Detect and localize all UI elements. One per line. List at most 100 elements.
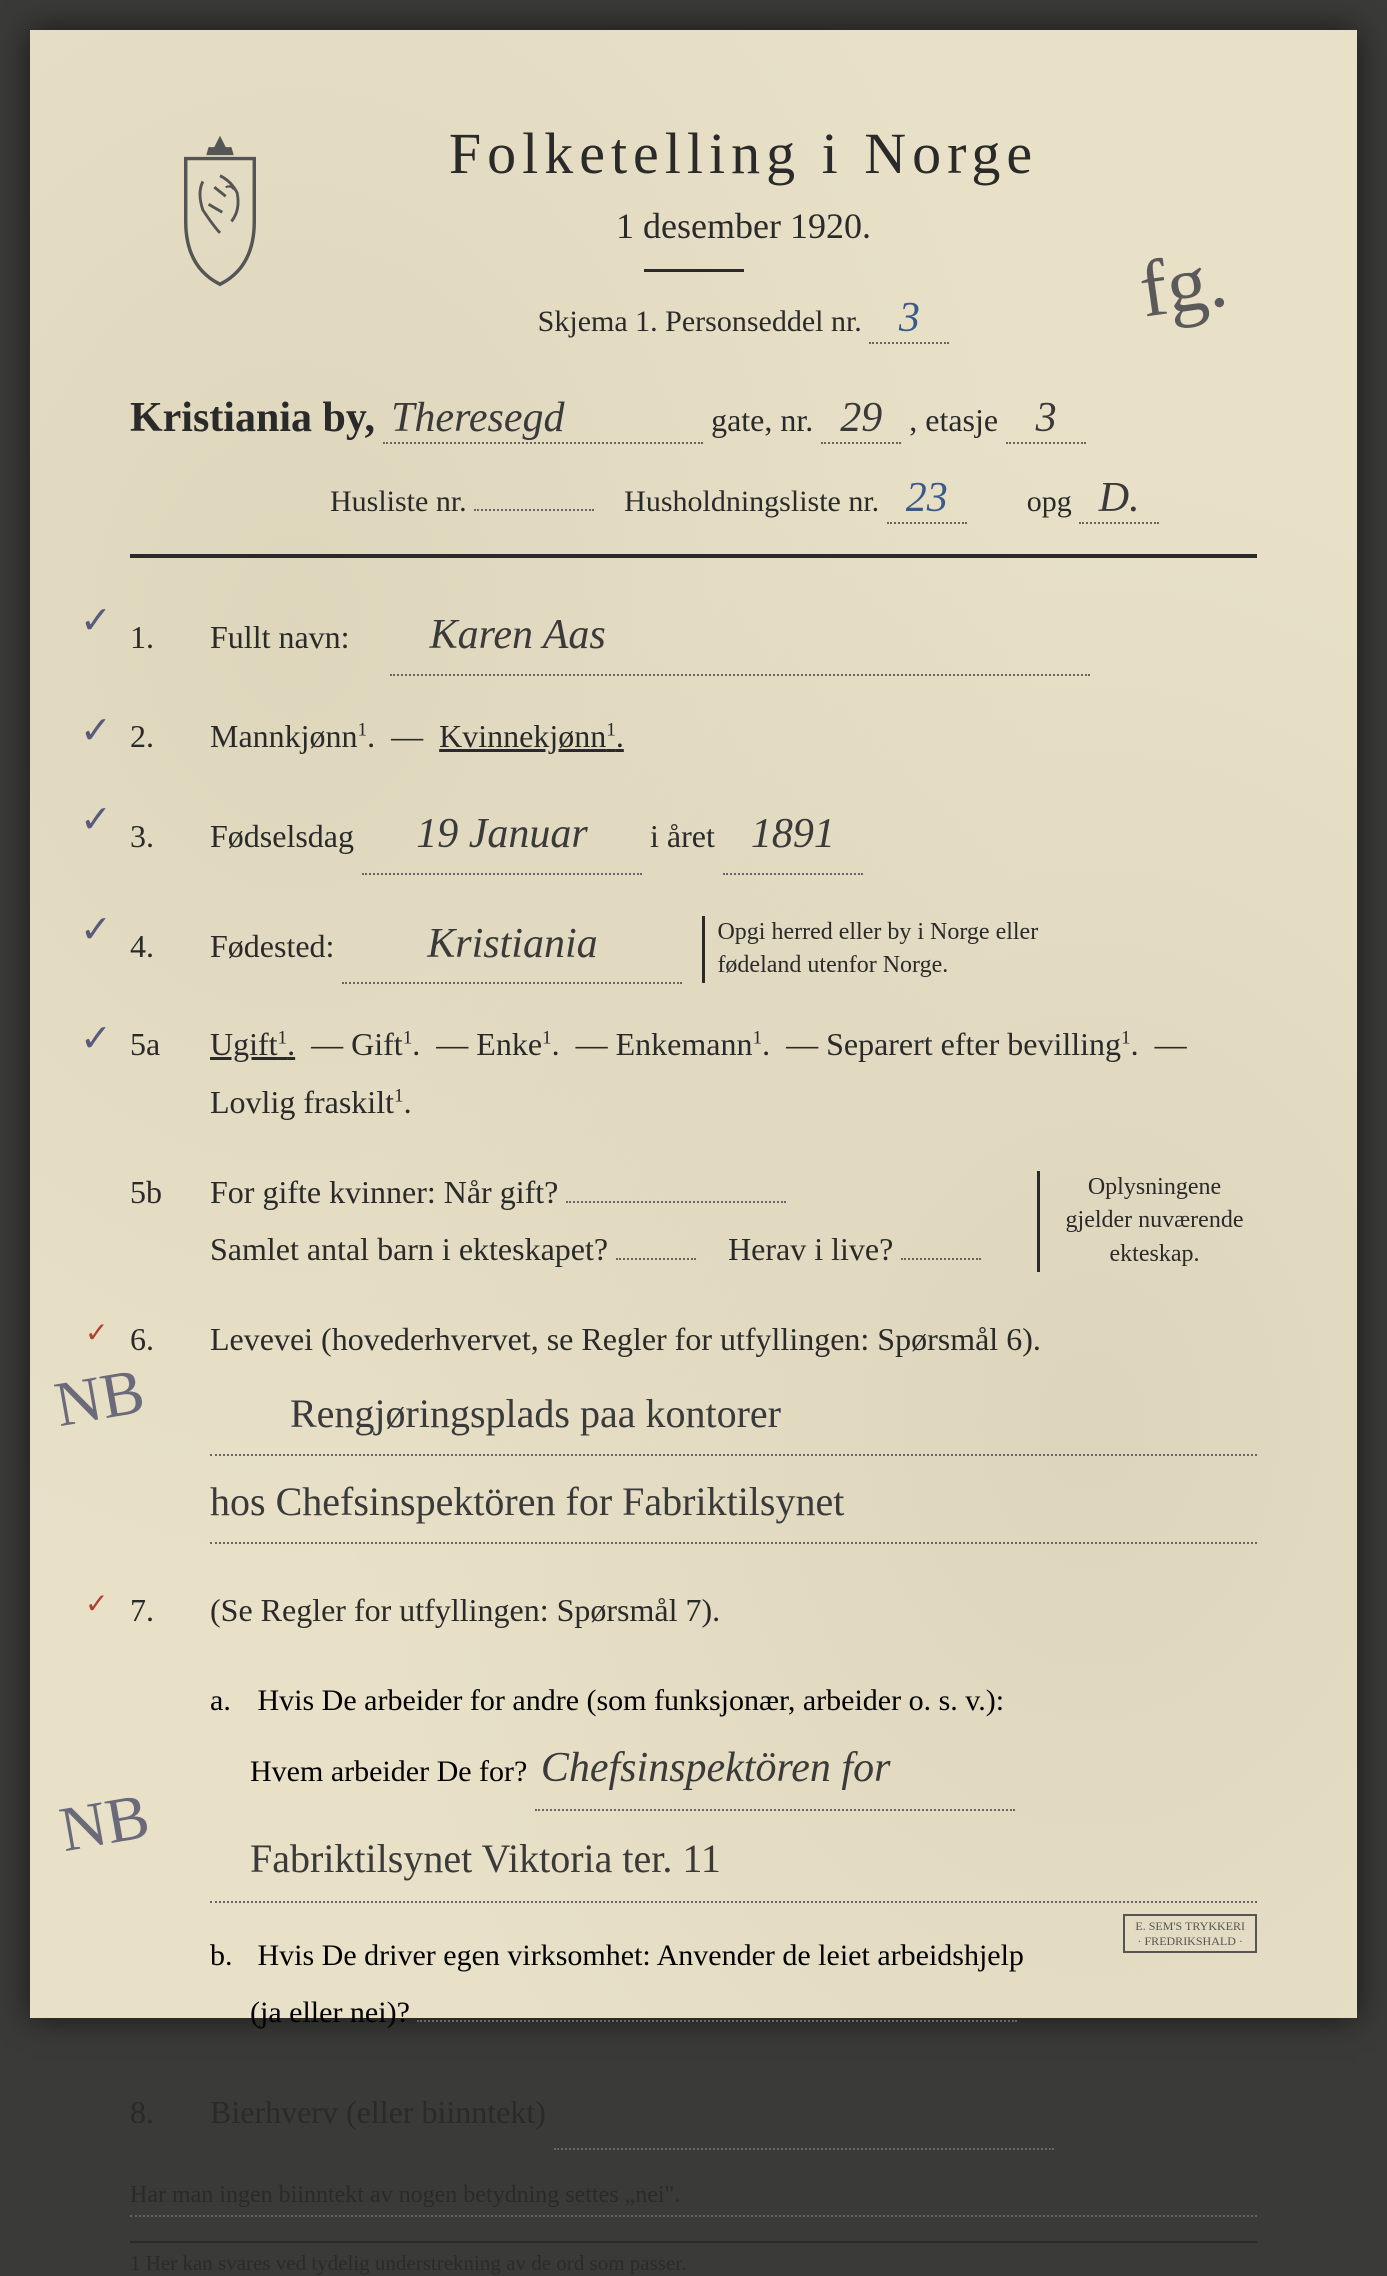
check-mark: ✓ <box>80 1016 112 1061</box>
q5b-gift-year <box>566 1201 786 1203</box>
q8-num: 8. <box>130 2094 210 2131</box>
husholdning-label: Husholdningsliste nr. <box>624 485 879 518</box>
q7-num: 7. <box>130 1592 210 1629</box>
city-label: Kristiania by, <box>130 394 375 442</box>
q7b-label: Hvis De driver egen virksomhet: Anvender… <box>258 1939 1024 1972</box>
etasje-label: , etasje <box>909 402 998 438</box>
nb-mark: NB <box>49 1354 149 1442</box>
q6-body: Levevei (hovederhvervet, se Regler for u… <box>210 1311 1257 1551</box>
question-3: ✓ 3. Fødselsdag 19 Januar i året 1891 <box>130 797 1257 875</box>
q8-label: Bierhverv (eller biinntekt) <box>210 2094 546 2130</box>
q7a-label: Hvis De arbeider for andre (som funksjon… <box>258 1684 1005 1717</box>
stamp-line2: · FREDRIKSHALD · <box>1138 1934 1243 1948</box>
q5b-barn <box>616 1258 696 1260</box>
q2-body: Mannkjønn1. — Kvinnekjønn1. <box>210 708 1257 766</box>
q5a-num: 5a <box>130 1026 210 1063</box>
q4-body: Fødested: Kristiania Opgi herred eller b… <box>210 907 1257 985</box>
opg-value: D. <box>1079 474 1159 524</box>
q4-value: Kristiania <box>342 907 682 985</box>
q1-body: Fullt navn: Karen Aas <box>210 598 1257 676</box>
q4-num: 4. <box>130 928 210 965</box>
red-tick: ✓ <box>85 1587 108 1621</box>
question-5b: 5b For gifte kvinner: Når gift? Samlet a… <box>130 1164 1257 1279</box>
q5b-num: 5b <box>130 1174 210 1211</box>
check-mark: ✓ <box>80 797 112 842</box>
form-title: Folketelling i Norge <box>230 120 1257 187</box>
form-header: Folketelling i Norge 1 desember 1920. Sk… <box>130 120 1257 344</box>
q5b-label3: Herav i live? <box>728 1231 893 1267</box>
q5a-body: Ugift1. — Gift1. — Enke1. — Enkemann1. —… <box>210 1016 1257 1131</box>
q3-year-label: i året <box>650 818 715 854</box>
q7a-label2: Hvem arbeider De for? <box>210 1755 527 1788</box>
q5a-enke: Enke1. <box>476 1026 559 1062</box>
q5b-live <box>901 1258 981 1260</box>
etasje-nr: 3 <box>1006 394 1086 444</box>
question-1: ✓ 1. Fullt navn: Karen Aas <box>130 598 1257 676</box>
q7b-label2: (ja eller nei)? <box>210 1996 410 2029</box>
footer-note: Har man ingen biinntekt av nogen betydni… <box>130 2182 1257 2217</box>
q3-label: Fødselsdag <box>210 818 354 854</box>
q8-body: Bierhverv (eller biinntekt) Nei <box>210 2073 1257 2151</box>
q5b-left: For gifte kvinner: Når gift? Samlet anta… <box>210 1164 1025 1279</box>
q5b-body: For gifte kvinner: Når gift? Samlet anta… <box>210 1164 1257 1279</box>
q6-label: Levevei (hovederhvervet, se Regler for u… <box>210 1321 1041 1357</box>
husholdning-nr: 23 <box>887 474 967 524</box>
q6-value-line2: hos Chefsinspektören for Fabriktilsynet <box>210 1462 1257 1544</box>
husliste-nr <box>474 509 594 511</box>
question-4: ✓ 4. Fødested: Kristiania Opgi herred el… <box>130 907 1257 985</box>
q7b-value <box>417 2020 1017 2022</box>
question-7b: b. Hvis De driver egen virksomhet: Anven… <box>210 1927 1257 2041</box>
check-mark: ✓ <box>80 708 112 753</box>
question-7a: NB a. Hvis De arbeider for andre (som fu… <box>210 1672 1257 1903</box>
opg-label: opg <box>1027 485 1072 518</box>
main-divider <box>130 554 1257 558</box>
street-name: Theresegd <box>383 394 703 444</box>
nb-mark: NB <box>50 1755 159 1890</box>
stamp-line1: E. SEM'S TRYKKERI <box>1135 1919 1245 1933</box>
q2-female-selected: Kvinnekjønn1. <box>439 718 624 754</box>
footnote: 1 Her kan svares ved tydelig understrekn… <box>130 2241 1257 2276</box>
gate-label: gate, nr. <box>711 402 813 438</box>
red-tick: ✓ <box>85 1316 108 1350</box>
check-mark: ✓ <box>80 598 112 643</box>
address-line-1: Kristiania by, Theresegd gate, nr. 29 , … <box>130 394 1257 444</box>
q5a-ugift-selected: Ugift1. <box>210 1026 295 1062</box>
q5b-label1: For gifte kvinner: Når gift? <box>210 1174 558 1210</box>
q5a-enkemann: Enkemann1. <box>616 1026 770 1062</box>
q4-label: Fødested: <box>210 928 334 964</box>
q7-body: (Se Regler for utfyllingen: Spørsmål 7). <box>210 1582 1257 1640</box>
q7b-letter: b. <box>210 1927 250 1984</box>
coat-of-arms-icon <box>160 130 280 290</box>
q7a-value2: Fabriktilsynet Viktoria ter. 11 <box>210 1817 1257 1903</box>
q3-body: Fødselsdag 19 Januar i året 1891 <box>210 797 1257 875</box>
q3-num: 3. <box>130 818 210 855</box>
schema-line: Skjema 1. Personseddel nr. 3 <box>230 294 1257 344</box>
census-form-page: Folketelling i Norge 1 desember 1920. Sk… <box>30 30 1357 2018</box>
q2-num: 2. <box>130 718 210 755</box>
gate-nr: 29 <box>821 394 901 444</box>
q8-value: Nei <box>554 2073 1054 2151</box>
q7a-value1: Chefsinspektören for <box>535 1729 1015 1811</box>
q5b-bracket-note: Oplysningene gjelder nuværende ekteskap. <box>1037 1171 1257 1272</box>
q2-male: Mannkjønn1. <box>210 718 375 754</box>
q5a-gift: Gift1. <box>351 1026 420 1062</box>
check-mark: ✓ <box>80 907 112 952</box>
header-divider <box>644 269 744 272</box>
address-block: Kristiania by, Theresegd gate, nr. 29 , … <box>130 394 1257 524</box>
husliste-label: Husliste nr. <box>330 485 467 518</box>
q5b-label2: Samlet antal barn i ekteskapet? <box>210 1231 608 1267</box>
q7a-letter: a. <box>210 1672 250 1729</box>
question-7: ✓ 7. (Se Regler for utfyllingen: Spørsmå… <box>130 1582 1257 1640</box>
address-line-2: Husliste nr. Husholdningsliste nr. 23 op… <box>130 474 1257 524</box>
q1-label: Fullt navn: <box>210 619 350 655</box>
form-date: 1 desember 1920. <box>230 205 1257 247</box>
q6-value-line1: Rengjøringsplads paa kontorer <box>210 1374 1257 1456</box>
margin-scribble: fg. <box>1134 234 1232 336</box>
q7-label: (Se Regler for utfyllingen: Spørsmål 7). <box>210 1592 720 1628</box>
q4-bracket-note: Opgi herred eller by i Norge eller fødel… <box>702 916 1042 983</box>
question-2: ✓ 2. Mannkjønn1. — Kvinnekjønn1. <box>130 708 1257 766</box>
q5a-separert: Separert efter bevilling1. <box>826 1026 1139 1062</box>
question-5a: ✓ 5a Ugift1. — Gift1. — Enke1. — Enkeman… <box>130 1016 1257 1131</box>
printer-stamp: E. SEM'S TRYKKERI · FREDRIKSHALD · <box>1123 1914 1257 1953</box>
q1-value: Karen Aas <box>390 598 1090 676</box>
